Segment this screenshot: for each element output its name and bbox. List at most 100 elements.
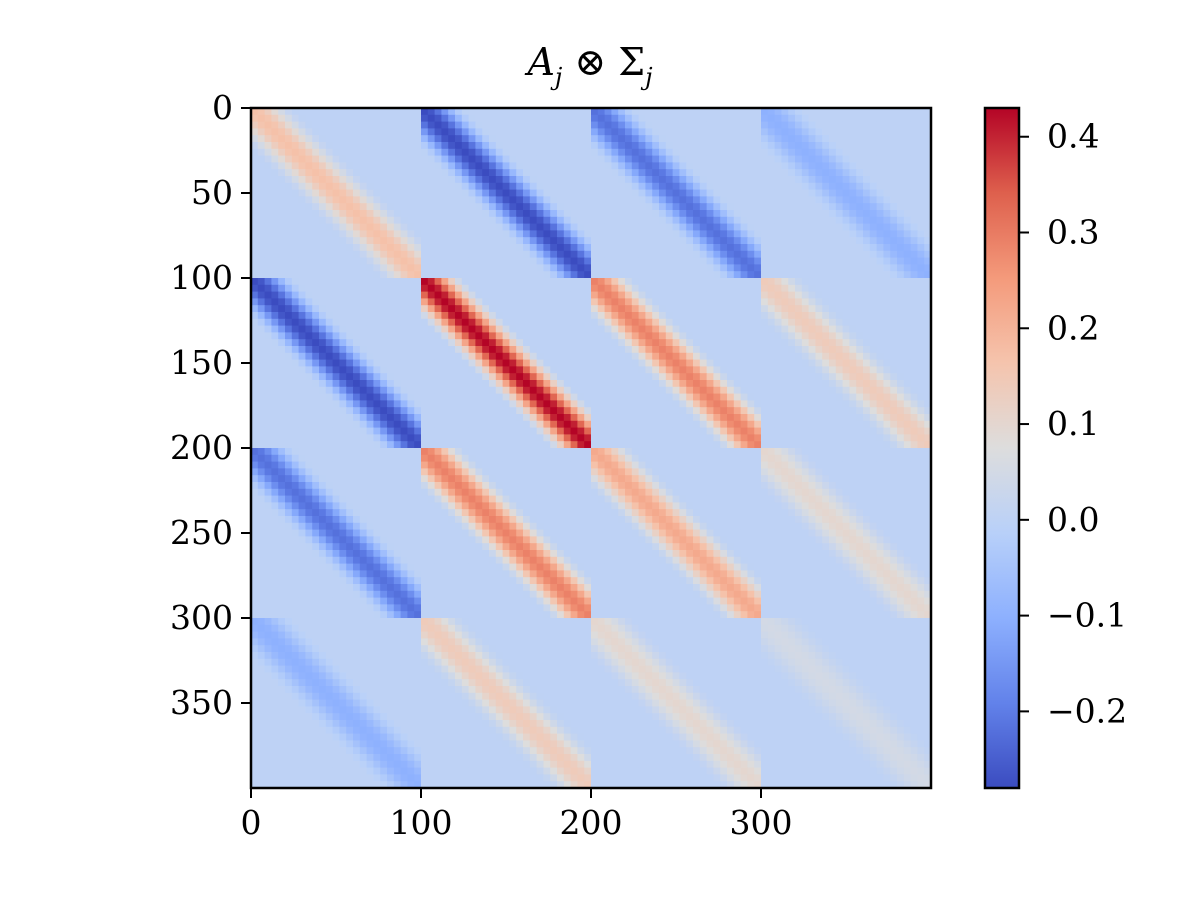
heatmap-cell [910,271,918,279]
heatmap-cell [625,352,633,361]
heatmap-cell [502,414,510,422]
heatmap-cell [686,264,694,272]
heatmap-cell [638,414,646,422]
heatmap-cell [482,169,490,177]
heatmap-cell [883,420,891,429]
heatmap-cell [563,346,572,354]
heatmap-cell [495,312,504,320]
heatmap-cell [699,278,708,286]
heatmap-cell [536,420,544,429]
heatmap-cell [516,210,524,218]
heatmap-cell [869,203,878,211]
heatmap-cell [251,108,259,116]
heatmap-cell [849,230,857,238]
heatmap-cell [713,223,721,231]
heatmap-cell [434,441,442,449]
heatmap-cell [400,108,408,116]
heatmap-cell [876,203,884,211]
heatmap-cell [570,414,578,422]
heatmap-cell [883,128,891,136]
heatmap-cell [659,237,667,245]
heatmap-cell [829,169,837,177]
heatmap-cell [325,203,334,211]
heatmap-cell [312,441,320,449]
heatmap-cell [475,203,483,211]
heatmap-cell [856,271,864,279]
heatmap-cell [876,155,884,163]
heatmap-cell [305,121,313,129]
heatmap-cell [618,237,626,245]
heatmap-cell [863,434,871,442]
heatmap-cell [557,366,565,374]
heatmap-cell [774,142,782,150]
heatmap-cell [713,196,721,204]
heatmap-cell [332,380,340,388]
heatmap-cell [713,237,721,245]
heatmap-cell [577,237,585,245]
heatmap-cell [305,142,313,150]
heatmap-cell [380,312,388,320]
heatmap-cell [774,291,782,299]
heatmap-cell [659,359,667,367]
heatmap-cell [359,427,368,435]
heatmap-cell [305,278,313,286]
heatmap-cell [523,400,531,408]
heatmap-cell [917,400,925,408]
heatmap-cell [788,434,796,442]
heatmap-cell [876,359,884,367]
heatmap-cell [387,135,395,143]
heatmap-cell [550,264,558,272]
heatmap-cell [924,380,932,388]
heatmap-cell [285,142,293,150]
heatmap-cell [387,108,395,116]
heatmap-cell [645,414,653,422]
heatmap-cell [679,332,687,340]
heatmap-cell [550,325,558,333]
heatmap-cell [434,427,442,435]
heatmap-cell [706,400,714,408]
heatmap-cell [897,176,905,184]
heatmap-cell [353,155,361,163]
heatmap-cell [448,108,456,116]
heatmap-cell [448,305,456,313]
heatmap-cell [373,264,381,272]
heatmap-cell [652,380,660,388]
heatmap-cell [339,223,347,231]
heatmap-cell [380,257,388,265]
heatmap-cell [570,142,578,150]
heatmap-cell [822,189,830,197]
heatmap-cell [414,250,422,259]
heatmap-cell [849,386,857,395]
heatmap-cell [563,203,572,211]
heatmap-cell [468,135,476,143]
heatmap-cell [427,176,436,184]
heatmap-cell [475,278,483,286]
heatmap-cell [808,291,816,299]
heatmap-cell [740,250,748,259]
heatmap-cell [441,380,449,388]
heatmap-cell [863,332,871,340]
heatmap-cell [291,196,300,204]
heatmap-cell [611,400,619,408]
heatmap-cell [543,427,551,435]
heatmap-cell [366,121,374,129]
heatmap-cell [699,176,708,184]
heatmap-cell [285,216,293,225]
heatmap-cell [359,305,368,313]
heatmap-cell [652,196,660,204]
heatmap-cell [665,237,674,245]
heatmap-cell [291,271,300,279]
heatmap-cell [468,407,476,415]
heatmap-cell [917,176,925,184]
heatmap-cell [495,373,504,381]
heatmap-cell [693,427,701,435]
heatmap-cell [815,182,823,191]
heatmap-cell [563,155,572,163]
heatmap-cell [645,373,653,381]
heatmap-cell [427,196,436,204]
heatmap-cell [740,373,748,381]
heatmap-cell [414,203,422,211]
heatmap-cell [747,169,755,177]
heatmap-cell [733,278,742,286]
heatmap-cell [257,135,266,143]
